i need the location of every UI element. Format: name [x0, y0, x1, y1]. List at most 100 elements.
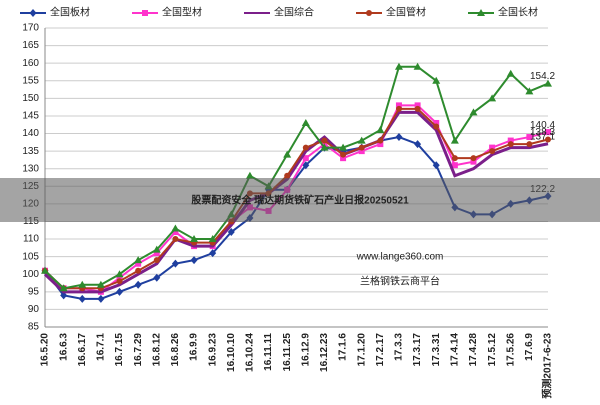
point [152, 245, 161, 253]
x-tick-label: 17.3.17 [412, 333, 423, 367]
point [357, 136, 366, 144]
point [302, 155, 309, 162]
x-tick-label: 16.7.15 [114, 333, 125, 367]
legend-label: 全国型材 [162, 6, 202, 19]
point [432, 161, 440, 170]
banner: 股票配资安全 瑞达期货铁矿石产业日报20250521 [191, 194, 409, 207]
point [190, 256, 198, 265]
point [60, 291, 68, 300]
point [115, 270, 124, 278]
y-tick-label: 170 [22, 23, 39, 34]
x-tick-label: 17.4.28 [468, 333, 479, 367]
x-tick-label: 16.7.1 [96, 333, 107, 361]
point [78, 294, 86, 303]
point [470, 158, 477, 165]
point [433, 119, 440, 126]
x-tick-label: 16.5.20 [40, 333, 51, 367]
y-tick-label: 160 [22, 58, 39, 69]
legend-marker [366, 10, 372, 16]
point [470, 155, 477, 162]
point [153, 273, 161, 282]
y-tick-label: 135 [22, 146, 39, 157]
series-line [43, 110, 549, 294]
series-line [44, 65, 549, 290]
watermark-brand: 兰格钢铁云商平台 [360, 275, 440, 288]
y-tick-label: 100 [22, 269, 39, 280]
point [134, 256, 143, 264]
x-tick-label: 16.11.11 [263, 333, 274, 371]
x-tick-label: 预测2017-6-23 [541, 333, 554, 399]
y-tick-label: 165 [22, 40, 39, 51]
point [340, 155, 347, 162]
point [395, 133, 403, 142]
x-tick-label: 16.6.17 [77, 333, 88, 367]
y-tick-label: 155 [22, 75, 39, 86]
x-tick-label: 17.3.31 [431, 333, 442, 367]
y-tick-label: 85 [28, 322, 40, 333]
point [526, 141, 533, 148]
point [395, 105, 402, 112]
point [545, 129, 551, 136]
point [450, 136, 459, 144]
x-tick-label: 16.12.9 [300, 333, 311, 367]
point [488, 94, 497, 102]
point [283, 150, 292, 158]
point [376, 126, 385, 134]
point [469, 108, 478, 116]
point [208, 235, 217, 243]
x-tick-label: 16.10.24 [245, 333, 256, 372]
y-tick-label: 95 [28, 286, 40, 297]
point [245, 171, 254, 179]
point [78, 280, 87, 288]
legend-label: 全国长材 [498, 6, 538, 19]
point [507, 141, 514, 148]
point [358, 144, 365, 151]
point [116, 274, 123, 281]
y-tick-label: 145 [22, 111, 39, 122]
watermark-url: www.lange360.com [356, 252, 444, 263]
x-tick-label: 16.11.25 [282, 333, 293, 372]
end-label: 137.1 [530, 131, 555, 142]
y-tick-label: 105 [22, 251, 39, 262]
point [227, 228, 235, 237]
point [302, 144, 309, 151]
point [414, 102, 421, 109]
point [302, 161, 310, 170]
end-label: 140.4 [530, 120, 555, 131]
point [451, 162, 458, 169]
x-tick-label: 16.6.3 [58, 333, 69, 361]
x-tick-label: 17.2.17 [375, 333, 386, 367]
x-tick-label: 16.10.10 [226, 333, 237, 372]
point [96, 280, 105, 288]
point [41, 266, 49, 274]
point [394, 62, 403, 70]
point [301, 118, 310, 126]
point [489, 144, 496, 151]
point [414, 105, 421, 112]
point [153, 257, 160, 264]
point [432, 76, 441, 84]
point [377, 141, 384, 148]
point [284, 172, 291, 179]
y-tick-label: 110 [23, 234, 39, 245]
point [116, 287, 124, 296]
legend-label: 全国板材 [50, 6, 90, 19]
y-tick-label: 90 [28, 304, 40, 315]
x-tick-label: 17.4.14 [449, 333, 460, 367]
point [135, 260, 142, 267]
point [172, 229, 179, 236]
legend-marker [29, 9, 37, 17]
point [526, 134, 533, 141]
legend-label: 全国综合 [274, 6, 314, 19]
point [172, 236, 179, 243]
y-tick-label: 140 [22, 128, 39, 139]
end-label: 138.3 [530, 127, 555, 138]
x-tick-label: 17.6.9 [524, 333, 535, 361]
point [506, 69, 515, 77]
point [153, 250, 160, 257]
point [413, 62, 422, 70]
series-line [44, 104, 549, 293]
x-tick-label: 16.9.9 [189, 333, 200, 361]
point [377, 137, 384, 144]
